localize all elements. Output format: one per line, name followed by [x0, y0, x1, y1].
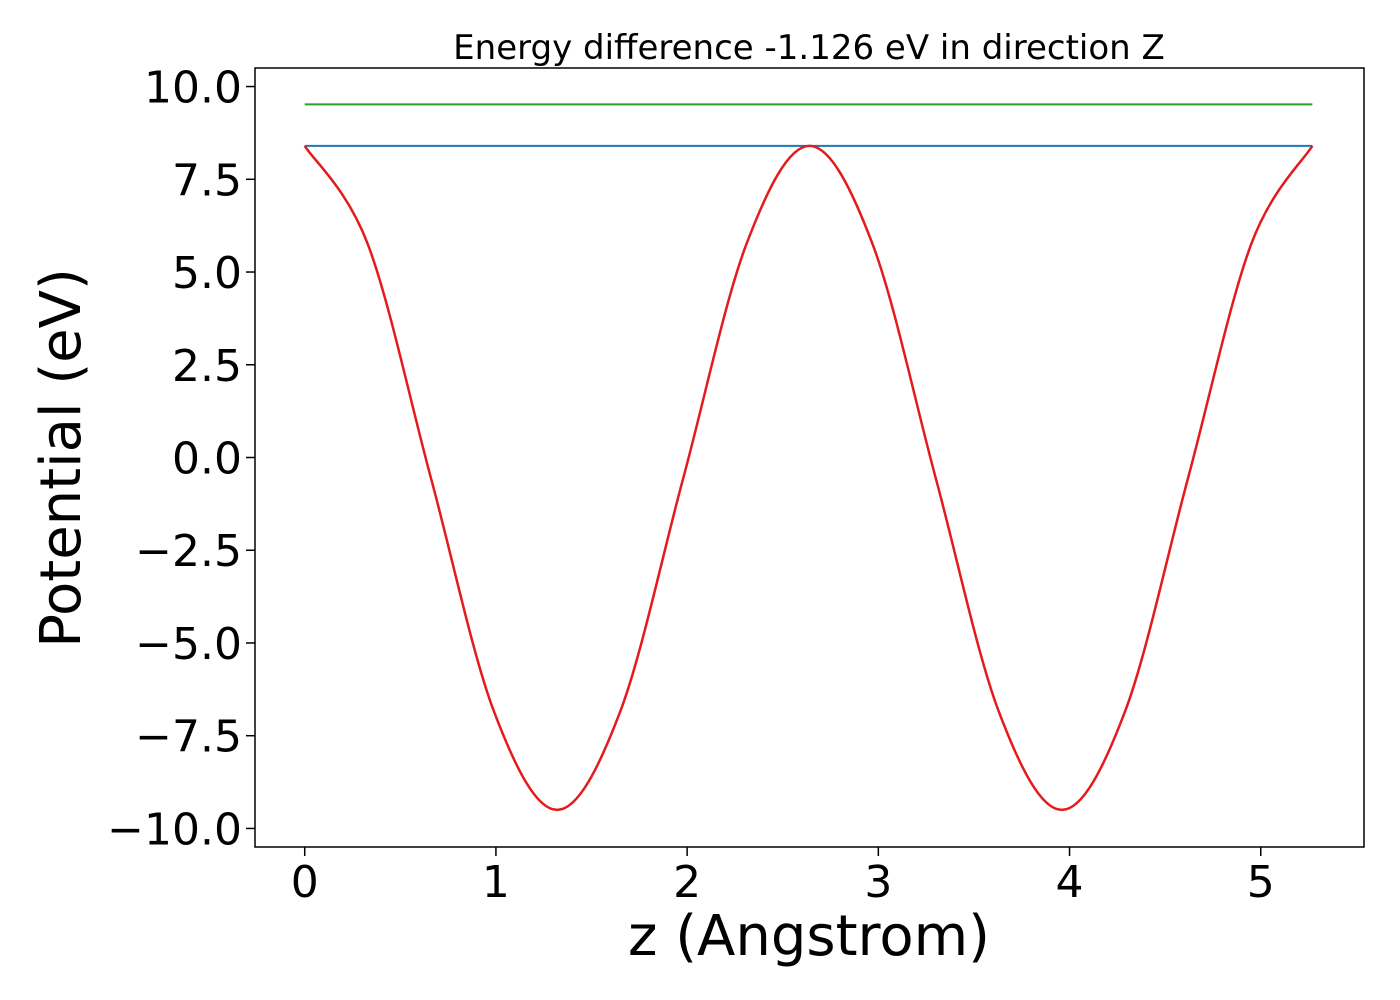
x-axis-label: z (Angstrom) — [628, 904, 990, 969]
x-tick-label: 2 — [673, 857, 701, 908]
y-tick-label: −5.0 — [135, 619, 242, 670]
x-tick-label: 1 — [482, 857, 510, 908]
y-tick-label: 2.5 — [172, 341, 242, 392]
y-axis-label: Potential (eV) — [29, 268, 94, 648]
y-tick-label: −10.0 — [107, 804, 242, 855]
y-tick-label: 0.0 — [172, 434, 242, 485]
y-tick-label: −2.5 — [135, 526, 242, 577]
chart-title: Energy difference -1.126 eV in direction… — [453, 28, 1165, 68]
y-tick-label: 10.0 — [144, 63, 242, 114]
y-tick-label: 5.0 — [172, 248, 242, 299]
ticks-layer: 0 1 2 3 4 5 10.0 7.5 5.0 2.5 0.0 −2.5 −5.0 −7.5 −10.0 — [107, 63, 1275, 908]
y-tick-label: 7.5 — [172, 155, 242, 206]
red-potential-curve — [303, 144, 1314, 812]
y-tick-label: −7.5 — [135, 712, 242, 763]
x-tick-label: 4 — [1056, 857, 1084, 908]
plot-area-frame — [254, 67, 1365, 848]
series-layer — [303, 103, 1314, 812]
x-tick-label: 3 — [864, 857, 892, 908]
x-tick-label: 0 — [291, 857, 319, 908]
x-tick-label: 5 — [1247, 857, 1275, 908]
